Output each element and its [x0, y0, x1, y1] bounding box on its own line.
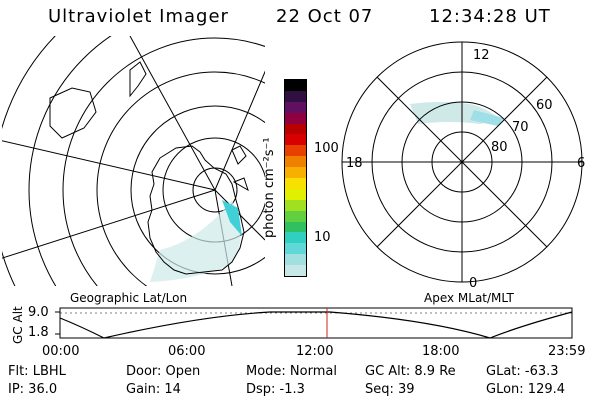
colorbar [284, 79, 307, 277]
date-label: 22 Oct 07 [276, 6, 374, 27]
mlt-label-6: 6 [577, 156, 586, 171]
colorbar-segment [285, 221, 306, 233]
colorbar-segment [285, 243, 306, 255]
status-door: Door: Open [126, 364, 201, 379]
colorbar-segment [285, 134, 306, 146]
y-tick-9: 9.0 [28, 305, 49, 320]
gc-alt-axis-label: GC Alt [11, 306, 25, 344]
instrument-title: Ultraviolet Imager [48, 6, 229, 27]
status-seq: Seq: 39 [365, 382, 415, 397]
gc-alt-axis-text: GC Alt [11, 306, 25, 344]
status-glon: GLon: 129.4 [486, 382, 566, 397]
x-tick-0600: 06:00 [168, 344, 206, 359]
status-gc-alt: GC Alt: 8.9 Re [365, 364, 456, 379]
time-label: 12:34:28 UT [429, 6, 551, 27]
apex-panel-label: Apex MLat/MLT [424, 291, 514, 305]
mlt-label-12: 12 [473, 48, 490, 63]
colorbar-segment [285, 177, 306, 189]
x-tick-2359: 23:59 [548, 344, 586, 359]
colorbar-segment [285, 188, 306, 200]
status-mode: Mode: Normal [246, 364, 337, 379]
status-gain: Gain: 14 [126, 382, 181, 397]
status-ip: IP: 36.0 [8, 382, 58, 397]
colorbar-segment [285, 112, 306, 124]
mlt-label-18: 18 [346, 156, 363, 171]
mlt-label-0: 0 [469, 276, 478, 291]
colorbar-segment [285, 167, 306, 178]
x-tick-1800: 18:00 [422, 344, 460, 359]
colorbar-segment [285, 90, 306, 102]
colorbar-segment [285, 199, 306, 211]
status-glat: GLat: -63.3 [486, 364, 559, 379]
status-dsp: Dsp: -1.3 [246, 382, 305, 397]
status-flt: Flt: LBHL [8, 364, 66, 379]
colorbar-tick-100: 100 [314, 141, 339, 156]
colorbar-segment [285, 156, 306, 168]
y-tick-1-8: 1.8 [28, 325, 49, 340]
colorbar-tick-10: 10 [314, 230, 331, 245]
x-tick-0000: 00:00 [42, 344, 80, 359]
colorbar-segment [285, 101, 306, 113]
colorbar-segment [285, 232, 306, 244]
colorbar-segment [285, 79, 306, 91]
colorbar-segment [285, 265, 306, 276]
colorbar-segment [285, 145, 306, 157]
colorbar-segment [285, 123, 306, 135]
mlat-label-80: 80 [491, 140, 508, 155]
geographic-panel-label: Geographic Lat/Lon [70, 291, 188, 305]
colorbar-segment [285, 210, 306, 222]
colorbar-segment [285, 254, 306, 266]
mlat-label-60: 60 [536, 98, 553, 113]
mlat-label-70: 70 [512, 120, 529, 135]
x-tick-1200: 12:00 [296, 344, 334, 359]
